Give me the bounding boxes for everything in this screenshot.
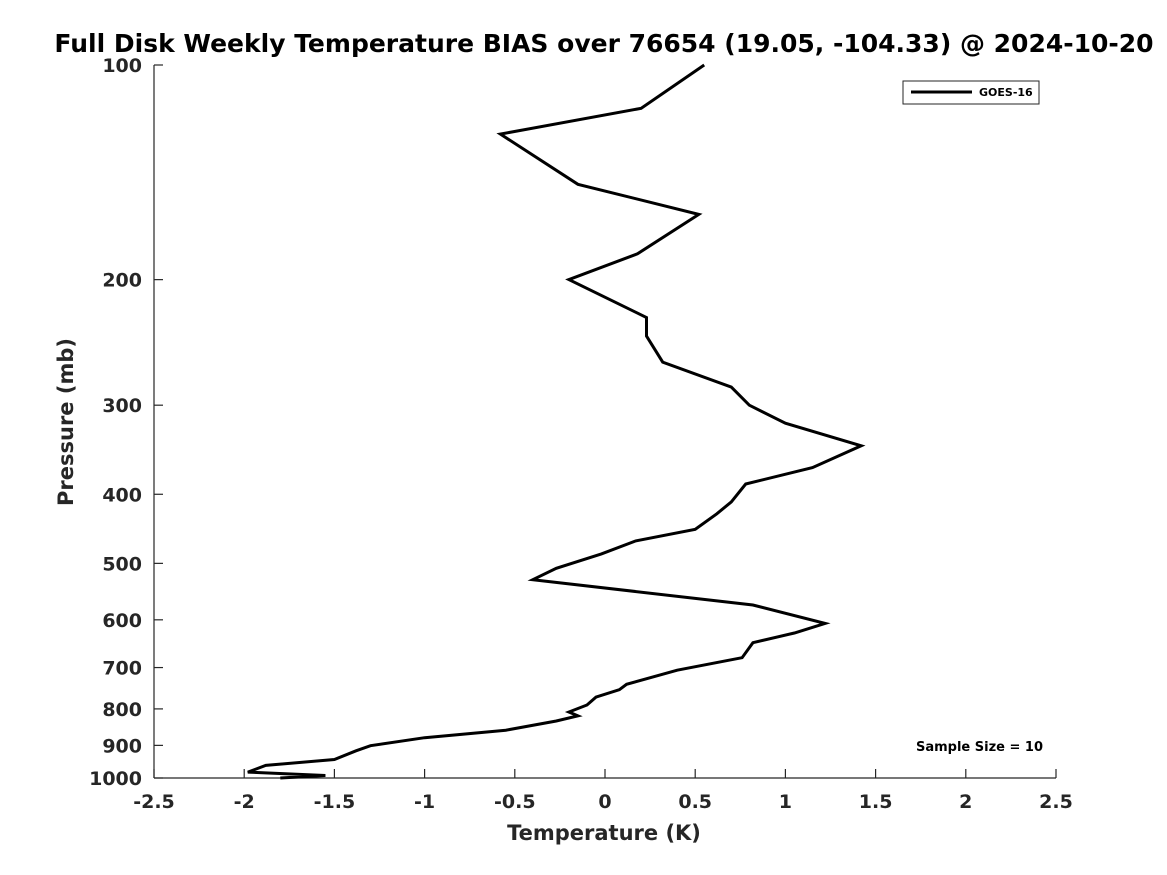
x-tick-label: 2 (959, 791, 972, 813)
y-tick-label: 200 (102, 270, 142, 292)
plot-frame (154, 65, 1056, 778)
sample-size-annotation: Sample Size = 10 (916, 740, 1043, 755)
y-tick-label: 700 (102, 658, 142, 680)
y-tick-label: 900 (102, 735, 142, 757)
series-layer (247, 63, 866, 780)
x-tick-label: -2.5 (133, 791, 175, 813)
x-tick-label: 0 (598, 791, 611, 813)
x-tick-label: -2 (234, 791, 255, 813)
y-tick-label: 400 (102, 484, 142, 506)
y-tick-label: 300 (102, 395, 142, 417)
legend-label-goes-16: GOES-16 (979, 86, 1033, 99)
x-tick-label: 2.5 (1039, 791, 1073, 813)
x-tick-label: -1 (414, 791, 435, 813)
series-line-goes-16 (247, 63, 866, 780)
x-tick-label: 0.5 (678, 791, 712, 813)
y-tick-label: 1000 (89, 768, 142, 790)
x-tick-label: -1.5 (314, 791, 356, 813)
y-tick-label: 800 (102, 699, 142, 721)
legend: GOES-16 (902, 80, 1040, 105)
x-axis-label: Temperature (K) (507, 821, 701, 845)
y-axis-label: Pressure (mb) (54, 338, 78, 506)
x-axis-ticks: -2.5 -2 -1.5 -1 -0.5 0 0.5 1 1.5 2 2.5 (133, 769, 1073, 813)
y-axis-ticks: 100 200 300 400 500 600 700 800 900 1000 (89, 55, 163, 790)
x-tick-label: 1.5 (859, 791, 893, 813)
y-tick-label: 600 (102, 610, 142, 632)
x-tick-label: -0.5 (494, 791, 536, 813)
y-tick-label: 500 (102, 553, 142, 575)
y-tick-label: 100 (102, 55, 142, 77)
chart-title: Full Disk Weekly Temperature BIAS over 7… (54, 29, 1153, 58)
x-tick-label: 1 (779, 791, 792, 813)
